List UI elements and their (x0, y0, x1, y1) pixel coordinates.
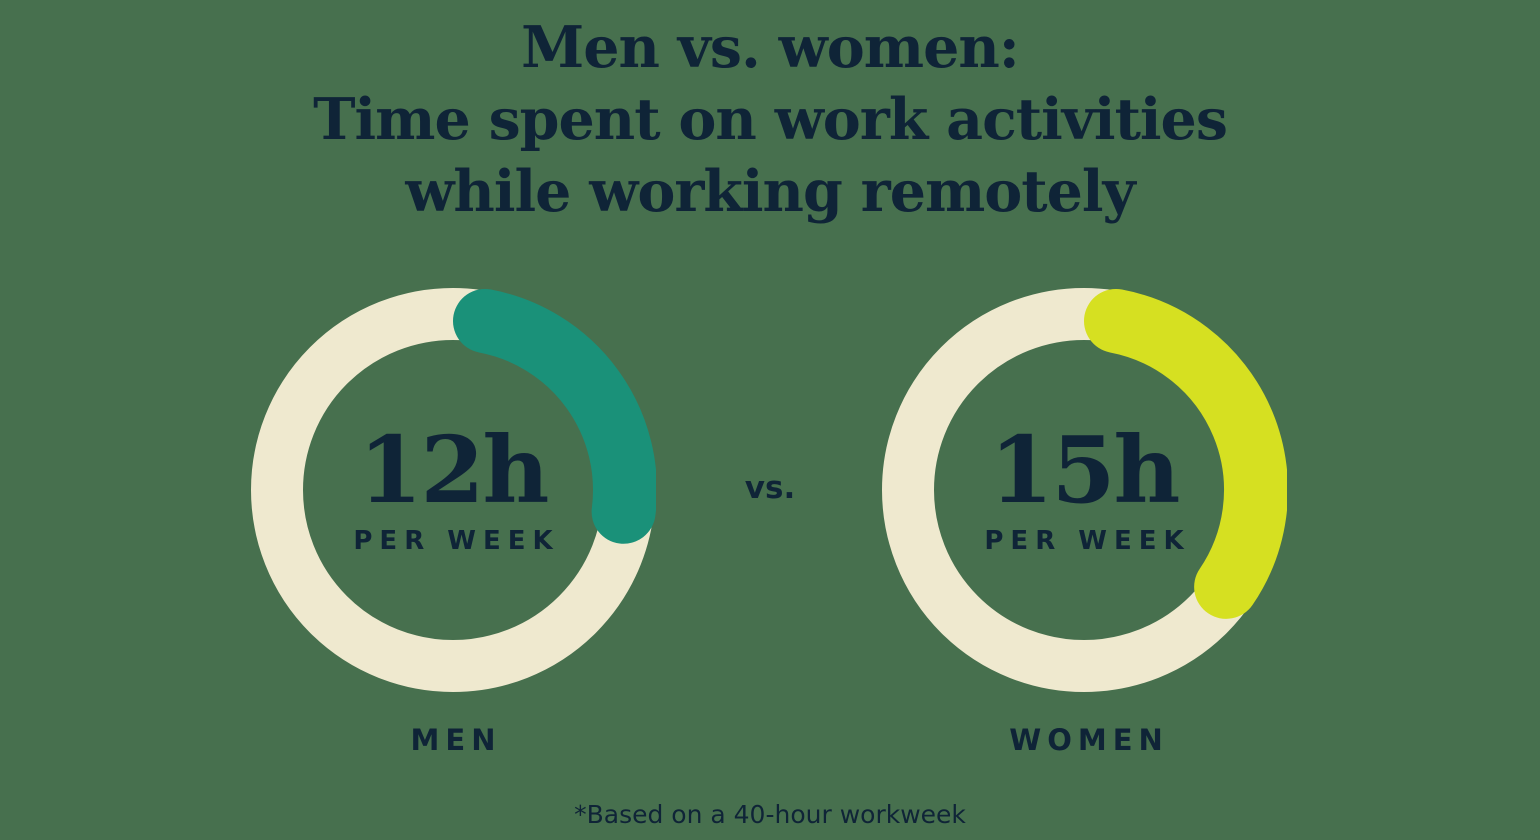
chart-title-line-1: Men vs. women: (521, 14, 1020, 81)
chart-title-line-2: Time spent on work activities (313, 86, 1228, 153)
chart-title: Men vs. women: Time spent on work activi… (0, 12, 1540, 228)
donut-svg-men (251, 288, 656, 692)
group-label-men: MEN (410, 723, 502, 757)
progress-arc (1084, 289, 1287, 619)
progress-arc (453, 289, 656, 544)
footnote: *Based on a 40-hour workweek (574, 800, 966, 829)
donut-chart-women: 15h PER WEEK (881, 287, 1287, 693)
donut-svg-women (882, 288, 1287, 692)
group-label-women: WOMEN (1009, 723, 1169, 757)
vs-label: vs. (744, 470, 796, 506)
donut-chart-men: 12h PER WEEK (250, 287, 656, 693)
chart-title-line-3: while working remotely (405, 158, 1135, 225)
